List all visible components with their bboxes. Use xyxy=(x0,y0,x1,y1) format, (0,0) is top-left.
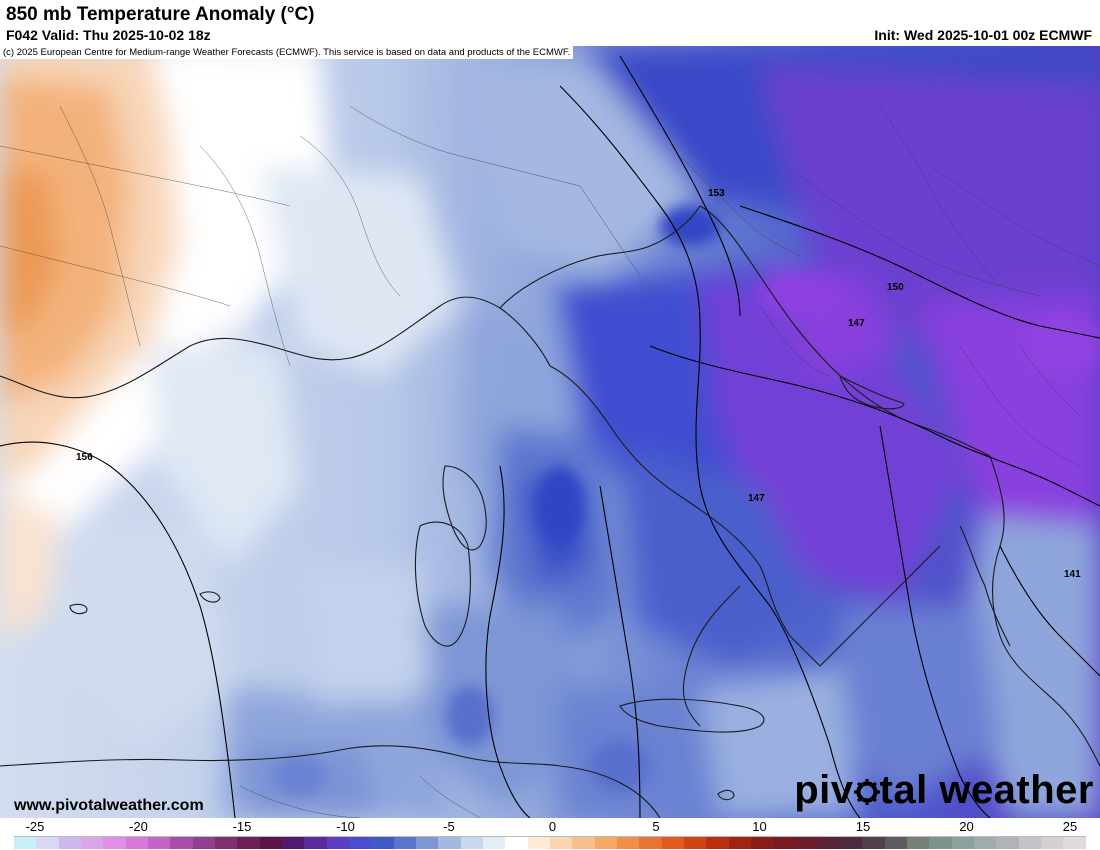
colorbar-swatch xyxy=(1063,837,1086,849)
anomaly-blobs xyxy=(0,46,1100,818)
colorbar-swatch xyxy=(616,837,640,849)
contour-label: 153 xyxy=(708,188,725,199)
copyright-notice: (c) 2025 European Centre for Medium-rang… xyxy=(0,46,574,59)
colorbar-swatch xyxy=(996,837,1019,849)
colorbar-swatch xyxy=(415,837,439,849)
colorbar-swatch xyxy=(259,837,282,849)
anomaly-detail xyxy=(274,206,1100,796)
colorbar-swatch xyxy=(170,837,193,849)
colorbar-swatch xyxy=(728,837,751,849)
colorbar-swatch xyxy=(773,837,796,849)
contour-label: 150 xyxy=(887,282,904,293)
colorbar-swatch xyxy=(527,837,550,849)
colorbar-swatch xyxy=(281,837,305,849)
colorbar-swatch xyxy=(862,837,885,849)
colorbar-swatch xyxy=(214,837,238,849)
colorbar-tick-label: -10 xyxy=(336,819,355,834)
site-url[interactable]: www.pivotalweather.com xyxy=(14,797,204,814)
colorbar-tick-label: 0 xyxy=(548,819,557,834)
anomaly-field: 153 150 147 156 147 141 xyxy=(0,46,1100,818)
contour-labels: 153 150 147 156 147 141 xyxy=(76,188,1081,580)
colorbar-tick-label: 5 xyxy=(652,819,660,834)
colorbar-swatches xyxy=(14,836,1086,849)
colorbar-tick-label: 25 xyxy=(1062,819,1078,834)
valid-time: F042 Valid: Thu 2025-10-02 18z xyxy=(6,27,211,43)
colorbar-swatch xyxy=(460,837,483,849)
colorbar-swatch xyxy=(750,837,774,849)
colorbar-swatch xyxy=(572,837,595,849)
colorbar-swatch xyxy=(393,837,416,849)
colorbar-swatch xyxy=(326,837,349,849)
colorbar-swatch xyxy=(639,837,662,849)
contour-label: 141 xyxy=(1064,569,1081,580)
height-contours xyxy=(0,55,1100,818)
colorbar-tick-label: -5 xyxy=(443,819,455,834)
contour-label: 156 xyxy=(76,452,93,463)
colorbar-swatch xyxy=(661,837,684,849)
map-header: 850 mb Temperature Anomaly (°C) F042 Val… xyxy=(0,0,1100,46)
weather-map[interactable]: 153 150 147 156 147 141 xyxy=(0,46,1100,818)
colorbar-swatch xyxy=(1018,837,1042,849)
colorbar-swatch xyxy=(795,837,818,849)
colorbar-tick-label: 20 xyxy=(959,819,974,834)
colorbar-swatch xyxy=(103,837,126,849)
colorbar-tick-label: 15 xyxy=(855,819,871,834)
borders xyxy=(0,105,1100,818)
colorbar-tick-label: -25 xyxy=(25,819,45,834)
colorbar-swatch xyxy=(147,837,171,849)
colorbar-swatch xyxy=(482,837,506,849)
colorbar-swatch xyxy=(817,837,841,849)
colorbar-swatch xyxy=(974,837,997,849)
colorbar-swatch xyxy=(237,837,260,849)
colorbar-swatch xyxy=(36,837,59,849)
colorbar-swatch xyxy=(929,837,952,849)
brand-text-start: piv xyxy=(794,768,854,812)
colorbar-swatch xyxy=(14,837,37,849)
colorbar-swatch xyxy=(58,837,81,849)
colorbar-swatch xyxy=(683,837,707,849)
colorbar-swatch xyxy=(438,837,461,849)
colorbar-swatch xyxy=(840,837,863,849)
colorbar-swatch xyxy=(125,837,148,849)
colorbar-swatch xyxy=(304,837,327,849)
map-title: 850 mb Temperature Anomaly (°C) xyxy=(6,4,315,25)
colorbar-swatch xyxy=(80,837,104,849)
colorbar-swatch xyxy=(348,837,372,849)
colorbar-swatch xyxy=(907,837,930,849)
colorbar-swatch xyxy=(505,837,528,849)
colorbar-tick-label: 10 xyxy=(752,819,767,834)
colorbar-ticks: -25 -20 -15 -10 -5 0 5 10 15 20 25 xyxy=(0,818,1100,834)
colorbar-swatch xyxy=(549,837,573,849)
gear-icon xyxy=(853,779,880,805)
colorbar-tick-label: -20 xyxy=(129,819,148,834)
contour-label: 147 xyxy=(848,318,865,329)
contour-label: 147 xyxy=(748,493,765,504)
colorbar-swatch xyxy=(951,837,975,849)
colorbar-swatch xyxy=(706,837,729,849)
colorbar-swatch xyxy=(371,837,394,849)
init-time: Init: Wed 2025-10-01 00z ECMWF xyxy=(874,27,1092,43)
colorbar-swatch xyxy=(1041,837,1064,849)
colorbar-swatch xyxy=(884,837,908,849)
colorbar-tick-label: -15 xyxy=(232,819,252,834)
colorbar-swatch xyxy=(594,837,617,849)
brand-logo: piv tal weather xyxy=(794,768,1094,813)
colorbar: -25 -20 -15 -10 -5 0 5 10 15 20 25 xyxy=(0,818,1100,850)
brand-text-end: tal weather xyxy=(879,768,1094,812)
colorbar-swatch xyxy=(192,837,215,849)
coastlines xyxy=(0,205,1100,818)
